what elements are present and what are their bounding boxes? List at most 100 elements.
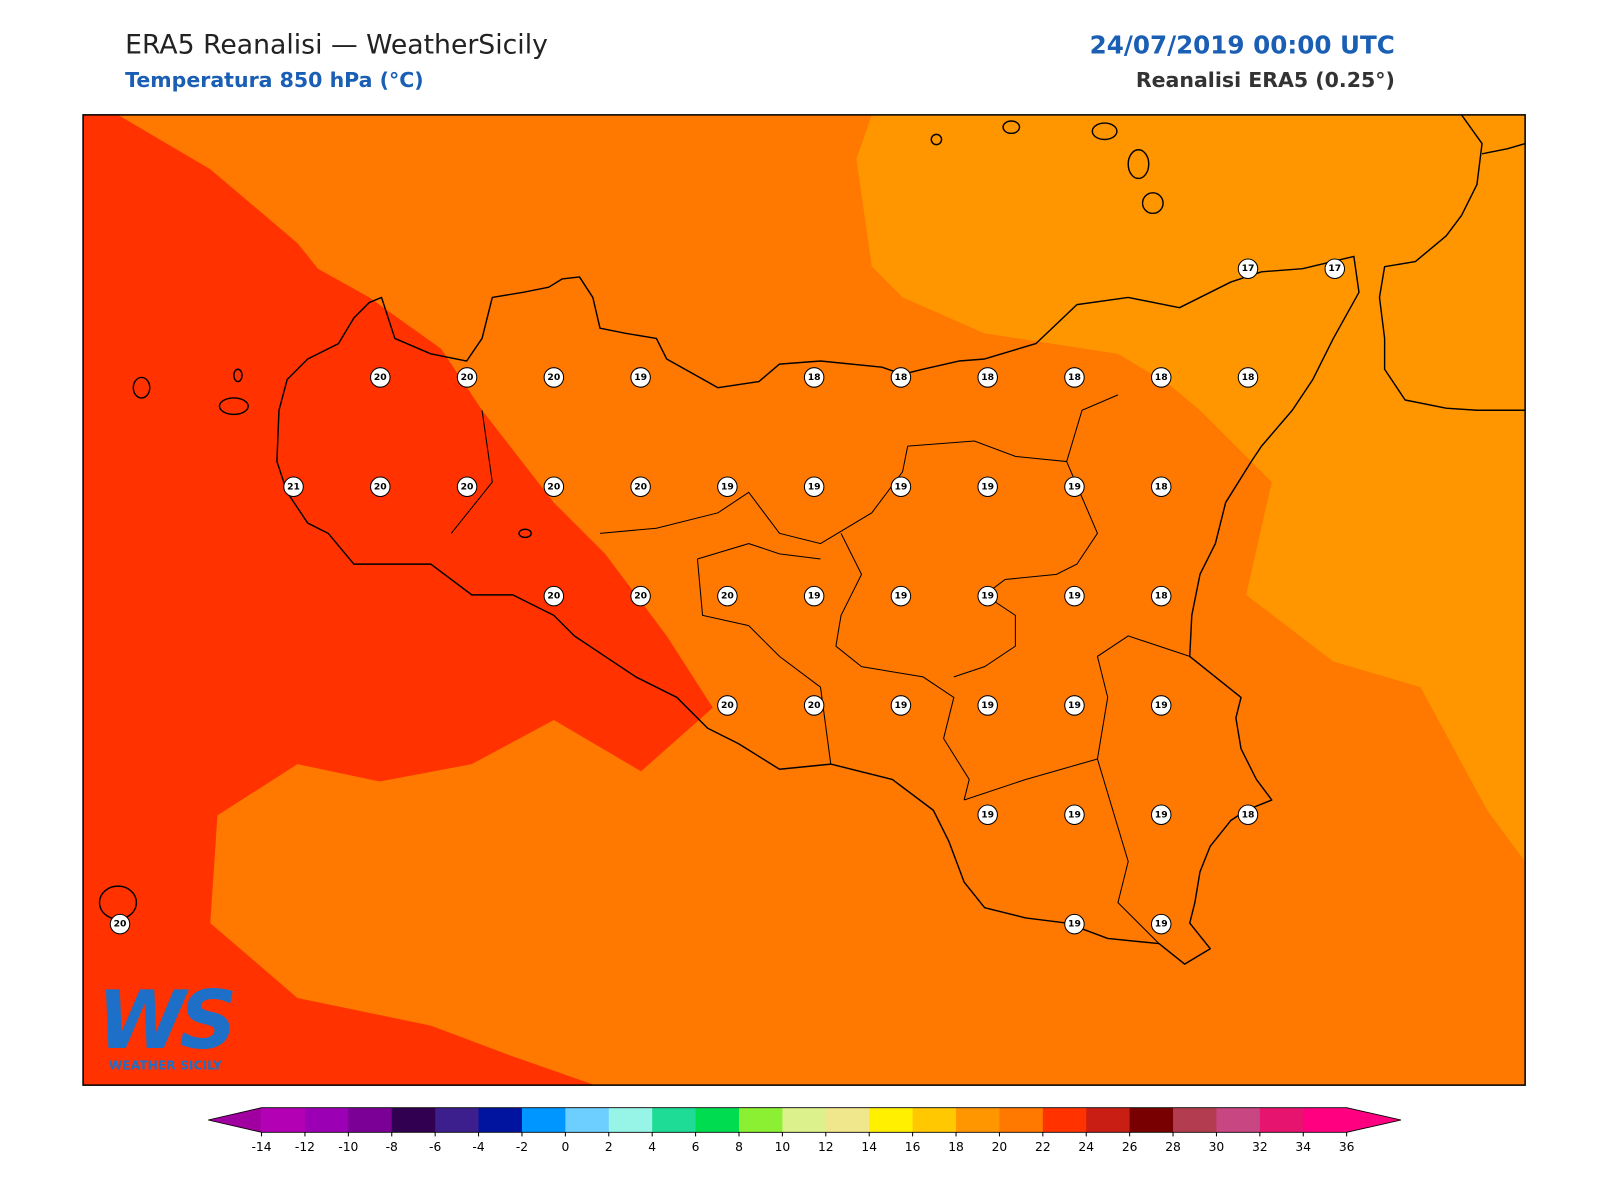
province-borders: [450, 394, 1190, 944]
colorbar-tick-label: 20: [992, 1140, 1008, 1154]
sicily-coast: [276, 255, 1360, 965]
station-value: 19: [1068, 919, 1081, 930]
station-marker: [1064, 913, 1085, 935]
station-marker: [803, 476, 825, 498]
station-marker: [803, 367, 825, 388]
station-marker: [283, 476, 304, 498]
colorbar-tick-label: 30: [1209, 1140, 1225, 1154]
colorbar-segment: [956, 1107, 1000, 1133]
station-value: 21: [287, 481, 300, 492]
colorbar: -14 -12 -10 -8 -6 -4 -2 0 2 4 6 8 10 12 14 16 18 20 22 24 26…: [208, 1107, 1402, 1154]
station-marker: [1150, 367, 1172, 388]
station-value: 20: [374, 481, 387, 492]
station-marker: [370, 476, 391, 498]
station-value: 20: [114, 919, 127, 930]
station-value: 18: [1242, 809, 1255, 820]
station-marker: [977, 476, 998, 498]
station-value: 20: [721, 591, 734, 602]
station-value: 19: [981, 700, 994, 711]
station-value: 18: [981, 372, 994, 383]
colorbar-tick-label: -2: [516, 1140, 528, 1154]
colorbar-under: [208, 1107, 262, 1133]
station-value: 20: [461, 372, 474, 383]
station-value: 19: [1068, 809, 1081, 820]
station-marker: [890, 367, 912, 388]
station-value: 20: [547, 591, 560, 602]
colorbar-tick-label: -4: [472, 1140, 484, 1154]
colorbar-tick-label: 32: [1252, 1140, 1268, 1154]
station-marker: [1064, 804, 1085, 826]
station-value: 19: [634, 372, 647, 383]
colorbar-segment: [1303, 1107, 1348, 1133]
station-value: 19: [1155, 919, 1168, 930]
station-value: 19: [895, 591, 908, 602]
station-marker: [543, 585, 565, 607]
map: 17 17 20 20 20 19 18 18 18 18 18 18 21 20 20 20 20 19 19 19…: [82, 114, 1526, 1086]
station-marker: [977, 585, 998, 607]
colorbar-tick-label: 0: [561, 1140, 569, 1154]
source: Reanalisi ERA5 (0.25°): [1136, 68, 1395, 92]
logo-mark: WS: [97, 974, 233, 1067]
logo-name: WEATHER SICILY: [109, 1059, 223, 1073]
colorbar-tick-label: 16: [905, 1140, 921, 1154]
colorbar-segment: [869, 1107, 914, 1133]
colorbar-tick-label: -14: [251, 1140, 271, 1154]
field-20-22: [83, 114, 713, 1086]
logo: WS WEATHER SICILY: [97, 974, 239, 1073]
station-marker: [890, 476, 912, 498]
station-marker: [1064, 367, 1085, 388]
colorbar-segment: [304, 1107, 349, 1133]
station-marker: [109, 913, 131, 935]
station-marker: [890, 695, 912, 716]
station-value: 18: [808, 372, 821, 383]
station-value: 19: [1068, 481, 1081, 492]
colorbar-tick-label: 24: [1078, 1140, 1094, 1154]
station-marker: [717, 695, 738, 716]
colorbar-segment: [1216, 1107, 1261, 1133]
field-16-18: [856, 114, 1526, 862]
station-marker: [803, 585, 825, 607]
colorbar-tick-label: 14: [861, 1140, 877, 1154]
title: ERA5 Reanalisi — WeatherSicily: [125, 29, 548, 60]
subtitle: Temperatura 850 hPa (°C): [125, 68, 424, 92]
stations: 17 17 20 20 20 19 18 18 18 18 18 18 21 20 20 20 20 19 19 19…: [109, 258, 1346, 935]
station-marker: [1150, 913, 1172, 935]
station-value: 19: [1155, 700, 1168, 711]
station-marker: [1064, 585, 1085, 607]
station-value: 20: [808, 700, 821, 711]
station-marker: [370, 367, 391, 388]
colorbar-segment: [565, 1107, 610, 1133]
station-marker: [977, 695, 998, 716]
station-value: 19: [1068, 591, 1081, 602]
station-marker: [890, 585, 912, 607]
station-marker: [1150, 476, 1172, 498]
colorbar-segment: [1173, 1107, 1217, 1133]
station-marker: [1324, 258, 1346, 279]
colorbar-over: [1346, 1107, 1402, 1133]
station-value: 20: [721, 700, 734, 711]
station-value: 18: [1155, 591, 1168, 602]
colorbar-segment: [695, 1107, 740, 1133]
colorbar-segment: [478, 1107, 523, 1133]
station-marker: [1064, 695, 1085, 716]
station-marker: [1237, 258, 1259, 279]
station-marker: [1150, 804, 1172, 826]
colorbar-segment: [261, 1107, 306, 1133]
colorbar-segment: [738, 1107, 783, 1133]
station-value: 19: [1068, 700, 1081, 711]
station-marker: [977, 804, 998, 826]
colorbar-segment: [912, 1107, 957, 1133]
station-marker: [1237, 367, 1259, 388]
colorbar-segment: [521, 1107, 566, 1133]
colorbar-tick-label: 10: [775, 1140, 791, 1154]
colorbar-tick-label: 18: [948, 1140, 964, 1154]
station-marker: [630, 585, 651, 607]
colorbar-tick-label: 8: [735, 1140, 743, 1154]
station-value: 19: [981, 481, 994, 492]
colorbar-tick-label: -12: [295, 1140, 315, 1154]
station-marker: [1150, 695, 1172, 716]
colorbar-tick-label: 4: [648, 1140, 656, 1154]
station-marker: [543, 476, 565, 498]
